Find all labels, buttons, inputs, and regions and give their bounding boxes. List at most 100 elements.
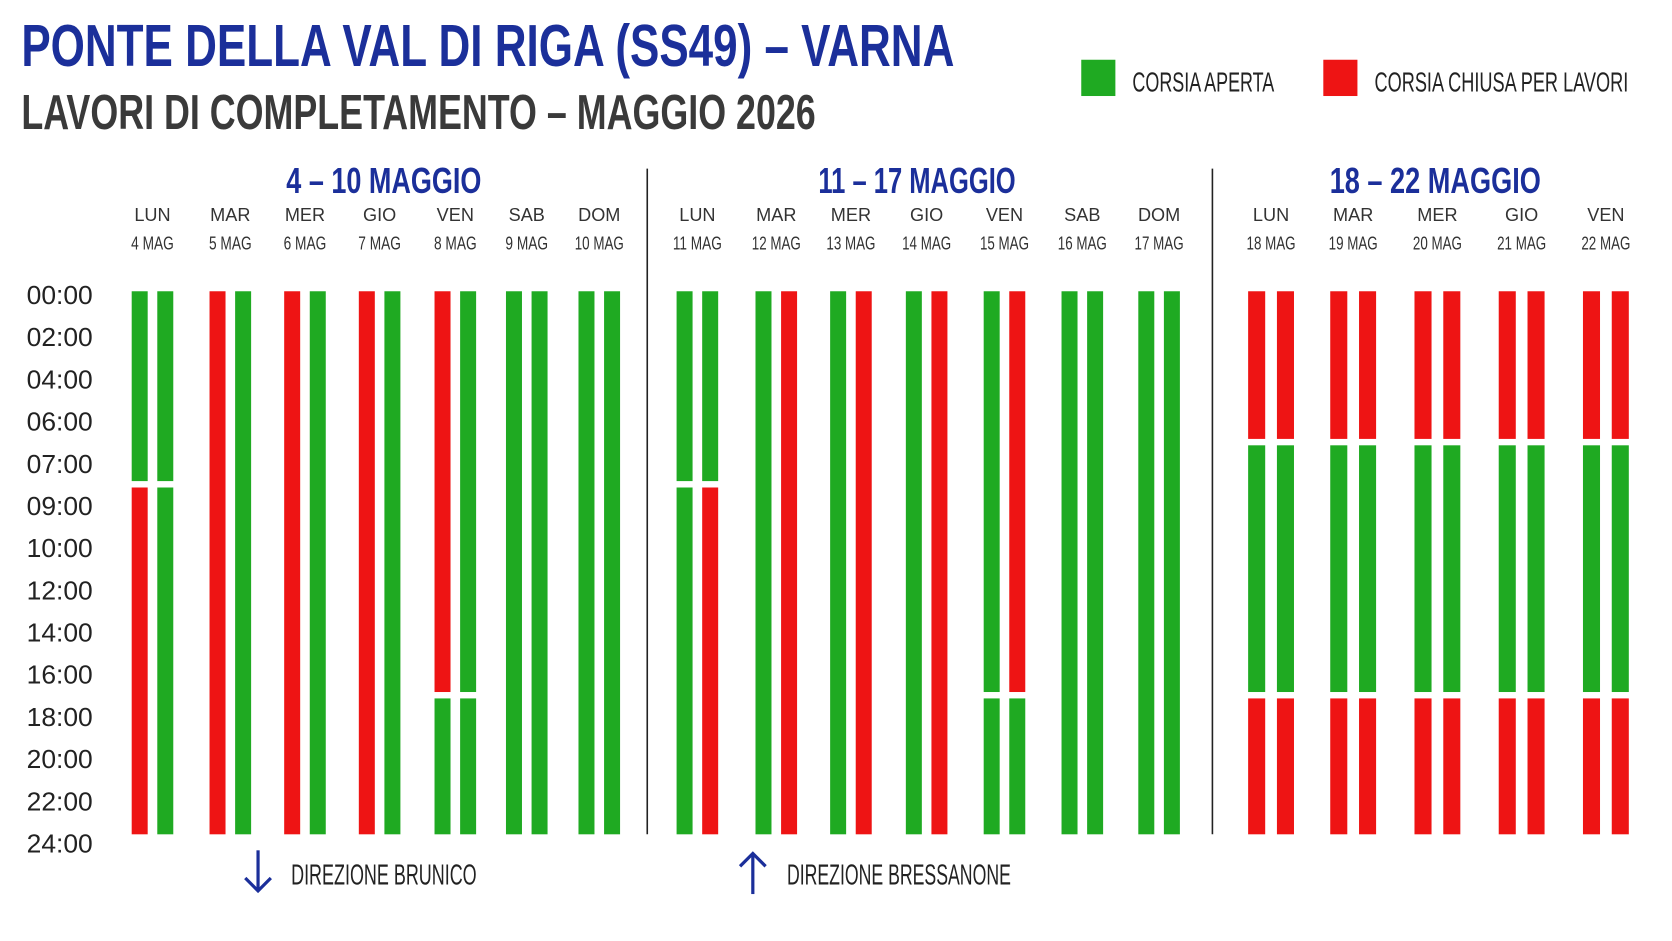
day-date: 15 MAG — [980, 234, 1029, 254]
day-date: 13 MAG — [826, 234, 875, 254]
day-date: 18 MAG — [1247, 234, 1296, 254]
lane-open-bar — [905, 291, 922, 835]
legend: CORSIA APERTA CORSIA CHIUSA PER LAVORI — [1081, 59, 1628, 98]
week-header: 11 – 17 MAGGIO — [818, 160, 1015, 201]
lane-open-bar — [1414, 445, 1432, 693]
y-tick-label: 06:00 — [27, 409, 93, 437]
day-date: 11 MAG — [673, 234, 722, 254]
y-tick-label: 04:00 — [27, 366, 93, 394]
y-tick-label: 24:00 — [27, 830, 93, 858]
lane-open-bar — [702, 291, 719, 482]
day-name: SAB — [509, 205, 545, 225]
lane-closed-bar — [1527, 291, 1545, 439]
page-subtitle: LAVORI DI COMPLETAMENTO – MAGGIO 2026 — [21, 86, 815, 140]
y-tick-label: 00:00 — [27, 282, 93, 310]
day-date: 14 MAG — [902, 234, 951, 254]
day-name: DOM — [578, 205, 620, 225]
lane-open-bar — [1087, 291, 1104, 835]
day-date: 12 MAG — [752, 234, 801, 254]
day-column: SAB 16 MAG — [1058, 205, 1107, 835]
lane-open-bar — [505, 291, 522, 835]
direction-brunico-label: DIREZIONE BRUNICO — [291, 859, 477, 891]
legend-closed-label: CORSIA CHIUSA PER LAVORI — [1374, 67, 1628, 98]
legend-open-label: CORSIA APERTA — [1132, 67, 1274, 98]
day-column: MAR 12 MAG — [752, 205, 801, 835]
lane-closed-bar — [1582, 291, 1601, 439]
lane-closed-bar — [434, 291, 451, 693]
day-date: 22 MAG — [1581, 234, 1630, 254]
lane-closed-bar — [1443, 291, 1461, 439]
lane-open-bar — [1276, 445, 1294, 693]
lane-open-bar — [1498, 445, 1516, 693]
y-tick-label: 02:00 — [27, 324, 93, 352]
lane-open-bar — [384, 291, 401, 835]
day-date: 7 MAG — [358, 234, 401, 254]
day-column: SAB 9 MAG — [505, 205, 548, 835]
day-name: MAR — [210, 205, 250, 225]
lane-open-bar — [1248, 445, 1266, 693]
day-name: GIO — [1505, 205, 1538, 225]
lane-open-bar — [1582, 445, 1601, 693]
day-column: MAR 19 MAG — [1329, 205, 1378, 835]
lane-closed-bar — [702, 487, 719, 835]
day-name: GIO — [363, 205, 396, 225]
week-header: 4 – 10 MAGGIO — [286, 160, 481, 201]
lane-closed-bar — [1009, 291, 1026, 693]
lane-closed-bar — [1359, 291, 1377, 439]
lane-open-bar — [1330, 445, 1348, 693]
direction-bressanone-label: DIREZIONE BRESSANONE — [787, 859, 1011, 891]
day-date: 21 MAG — [1497, 234, 1546, 254]
arrow-up-icon — [738, 851, 767, 895]
y-axis: 00:00 02:00 04:00 06:00 07:00 09:00 10:00 12:00… — [27, 282, 93, 858]
lane-open-bar — [578, 291, 595, 835]
lane-closed-bar — [1527, 698, 1545, 835]
lane-open-bar — [983, 698, 1000, 835]
day-name: MER — [285, 205, 325, 225]
day-date: 5 MAG — [209, 234, 252, 254]
y-tick-label: 22:00 — [27, 788, 93, 816]
lane-open-bar — [157, 487, 174, 835]
lane-open-bar — [830, 291, 847, 835]
y-tick-label: 07:00 — [27, 451, 93, 479]
lane-closed-bar — [284, 291, 301, 835]
day-name: MAR — [756, 205, 796, 225]
y-tick-label: 20:00 — [27, 746, 93, 774]
day-column: MER 13 MAG — [826, 205, 875, 835]
day-column: LUN 18 MAG — [1247, 205, 1296, 835]
day-date: 16 MAG — [1058, 234, 1107, 254]
lane-open-bar — [157, 291, 174, 482]
day-column: VEN 22 MAG — [1581, 205, 1630, 835]
day-name: LUN — [134, 205, 170, 225]
day-name: LUN — [1253, 205, 1289, 225]
arrow-down-icon — [244, 850, 272, 894]
day-column: VEN 15 MAG — [980, 205, 1029, 835]
lane-open-bar — [1443, 445, 1461, 693]
y-tick-label: 14:00 — [27, 620, 93, 648]
day-column: GIO 7 MAG — [358, 205, 401, 835]
y-tick-label: 18:00 — [27, 704, 93, 732]
lane-closed-bar — [1498, 698, 1516, 835]
lane-closed-bar — [1248, 698, 1266, 835]
day-date: 19 MAG — [1329, 234, 1378, 254]
lane-closed-bar — [1330, 291, 1348, 439]
y-tick-label: 10:00 — [27, 535, 93, 563]
week-header: 18 – 22 MAGGIO — [1330, 160, 1541, 201]
lane-closed-bar — [855, 291, 872, 835]
day-name: VEN — [437, 205, 474, 225]
day-column: VEN 8 MAG — [434, 205, 477, 835]
day-name: VEN — [1587, 205, 1624, 225]
legend-open-swatch — [1081, 59, 1116, 97]
lane-open-bar — [604, 291, 621, 835]
lane-open-bar — [1138, 291, 1155, 835]
lane-closed-bar — [131, 487, 148, 835]
direction-bressanone: DIREZIONE BRESSANONE — [738, 851, 1011, 895]
week-group: 4 – 10 MAGGIO LUN 4 MAG MAR 5 MAG MER 6 MAG GIO… — [131, 160, 624, 835]
lane-open-bar — [531, 291, 548, 835]
week-group: 11 – 17 MAGGIO LUN 11 MAG MAR 12 MAG MER 13 MA… — [673, 160, 1184, 835]
lane-open-bar — [983, 291, 1000, 693]
day-date: 10 MAG — [575, 234, 624, 254]
lane-open-bar — [1009, 698, 1026, 835]
day-column: MAR 5 MAG — [209, 205, 252, 835]
lane-closed-bar — [1611, 698, 1629, 835]
